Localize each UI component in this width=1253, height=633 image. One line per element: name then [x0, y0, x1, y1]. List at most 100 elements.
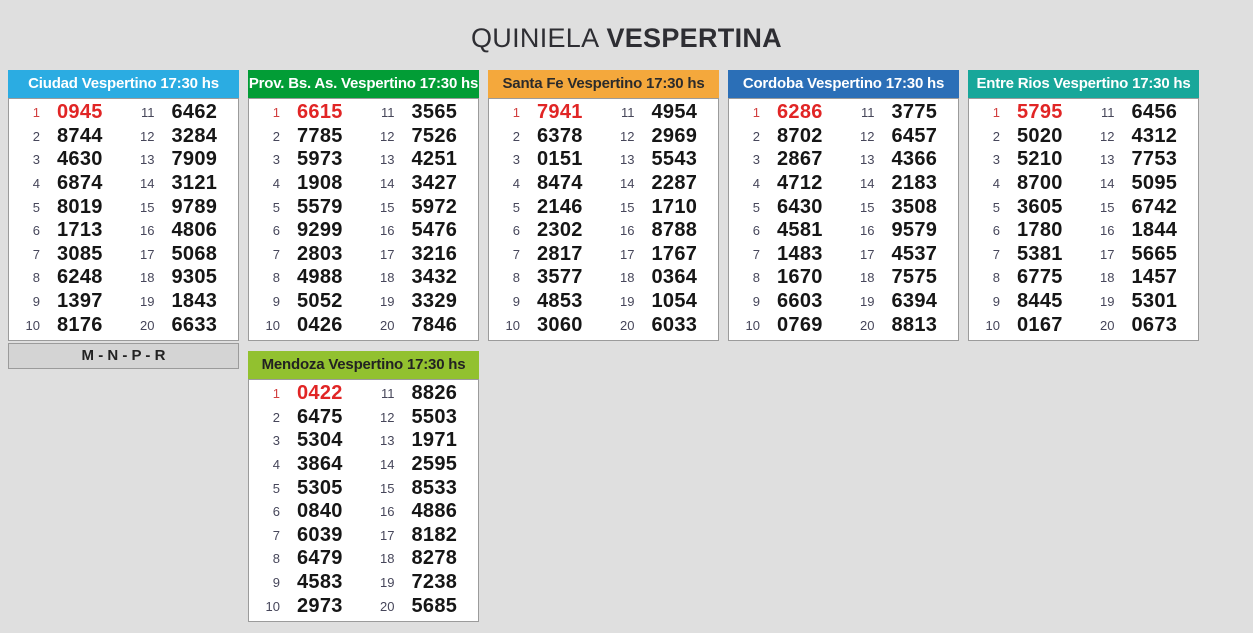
result-row: 1 6286 11 3775 [729, 101, 958, 125]
draw-number: 6475 [297, 405, 343, 428]
position-label: 4 [272, 176, 280, 192]
position-label: 14 [380, 176, 395, 192]
draw-number: 2287 [651, 172, 698, 195]
position-label: 10 [745, 317, 760, 333]
draw-number: 6378 [537, 124, 583, 147]
result-row: 6 0840 16 4886 [249, 500, 478, 524]
draw-number: 8788 [651, 219, 698, 242]
draw-number: 4251 [411, 148, 458, 171]
position-label: 9 [272, 294, 280, 310]
result-row: 1 6615 11 3565 [249, 101, 478, 125]
position-label: 13 [860, 152, 875, 168]
draw-number: 5685 [411, 594, 458, 617]
position-label: 18 [140, 270, 155, 286]
position-label: 7 [32, 246, 40, 262]
draw-number: 6479 [297, 547, 343, 570]
result-row: 6 9299 16 5476 [249, 219, 478, 243]
draw-number: 5210 [1017, 148, 1063, 171]
position-label: 12 [380, 409, 395, 425]
draw-number: 8019 [57, 195, 103, 218]
position-label: 17 [380, 246, 395, 262]
board-body: 1 7941 11 4954 2 6378 12 2969 3 0151 13 5543 4 8474 14… [488, 98, 719, 341]
result-row: 1 0945 11 6462 [9, 101, 238, 125]
draw-number: 0167 [1017, 313, 1063, 336]
draw-number: 6430 [777, 195, 823, 218]
board-ciudad-vespertino-17-30-hs: Ciudad Vespertino 17:30 hs 1 0945 11 6462 2 8… [8, 70, 239, 369]
draw-number: 0422 [297, 382, 343, 405]
position-label: 6 [272, 504, 280, 520]
draw-number: 5304 [297, 429, 343, 452]
position-label: 8 [512, 270, 520, 286]
draw-number: 3775 [891, 101, 938, 124]
result-row: 2 5020 12 4312 [969, 125, 1198, 149]
position-label: 19 [140, 294, 155, 310]
result-row: 3 5304 13 1971 [249, 429, 478, 453]
draw-number: 3605 [1017, 195, 1063, 218]
position-label: 2 [992, 128, 1000, 144]
board-header: Santa Fe Vespertino 17:30 hs [488, 70, 719, 98]
position-label: 1 [272, 386, 280, 402]
draw-number: 5972 [411, 195, 458, 218]
draw-number: 5068 [171, 242, 218, 265]
result-row: 5 8019 15 9789 [9, 195, 238, 219]
position-label: 20 [860, 317, 875, 333]
position-label: 2 [752, 128, 760, 144]
result-row: 1 7941 11 4954 [489, 101, 718, 125]
draw-number: 6742 [1131, 195, 1178, 218]
result-row: 10 0167 20 0673 [969, 313, 1198, 337]
position-label: 20 [140, 317, 155, 333]
result-row: 10 3060 20 6033 [489, 313, 718, 337]
draw-number: 7753 [1131, 148, 1178, 171]
result-row: 6 2302 16 8788 [489, 219, 718, 243]
draw-number: 9305 [171, 266, 218, 289]
result-row: 9 8445 19 5301 [969, 290, 1198, 314]
position-label: 12 [620, 128, 635, 144]
draw-number: 4886 [411, 500, 458, 523]
draw-number: 2817 [537, 242, 583, 265]
position-label: 20 [380, 317, 395, 333]
position-label: 7 [752, 246, 760, 262]
draw-number: 4581 [777, 219, 823, 242]
position-label: 15 [380, 199, 395, 215]
draw-number: 3577 [537, 266, 583, 289]
position-label: 3 [32, 152, 40, 168]
draw-number: 1397 [57, 290, 103, 313]
position-label: 2 [32, 128, 40, 144]
result-row: 5 2146 15 1710 [489, 195, 718, 219]
draw-number: 0151 [537, 148, 583, 171]
result-row: 2 6475 12 5503 [249, 406, 478, 430]
result-row: 7 2817 17 1767 [489, 243, 718, 267]
result-row: 9 5052 19 3329 [249, 290, 478, 314]
draw-number: 9579 [891, 219, 938, 242]
result-row: 6 1713 16 4806 [9, 219, 238, 243]
position-label: 1 [272, 105, 280, 121]
draw-number: 1670 [777, 266, 823, 289]
draw-number: 1457 [1131, 266, 1178, 289]
position-label: 17 [860, 246, 875, 262]
draw-number: 6615 [297, 101, 343, 124]
position-label: 12 [140, 128, 155, 144]
draw-number: 5020 [1017, 124, 1063, 147]
draw-number: 2146 [537, 195, 583, 218]
position-label: 16 [140, 223, 155, 239]
draw-number: 9789 [171, 195, 218, 218]
position-label: 15 [860, 199, 875, 215]
position-label: 18 [620, 270, 635, 286]
position-label: 2 [512, 128, 520, 144]
position-label: 18 [860, 270, 875, 286]
draw-number: 3121 [171, 172, 218, 195]
draw-number: 1713 [57, 219, 103, 242]
result-row: 5 3605 15 6742 [969, 195, 1198, 219]
draw-number: 2867 [777, 148, 823, 171]
board-title: Ciudad Vespertino 17:30 hs [28, 75, 219, 92]
result-row: 6 4581 16 9579 [729, 219, 958, 243]
draw-number: 8813 [891, 313, 938, 336]
draw-number: 5476 [411, 219, 458, 242]
draw-number: 7941 [537, 101, 583, 124]
position-label: 15 [1100, 199, 1115, 215]
draw-number: 7238 [411, 570, 458, 593]
draw-number: 7575 [891, 266, 938, 289]
board-title: Santa Fe Vespertino 17:30 hs [502, 75, 705, 92]
draw-number: 0840 [297, 500, 343, 523]
result-row: 10 0769 20 8813 [729, 313, 958, 337]
